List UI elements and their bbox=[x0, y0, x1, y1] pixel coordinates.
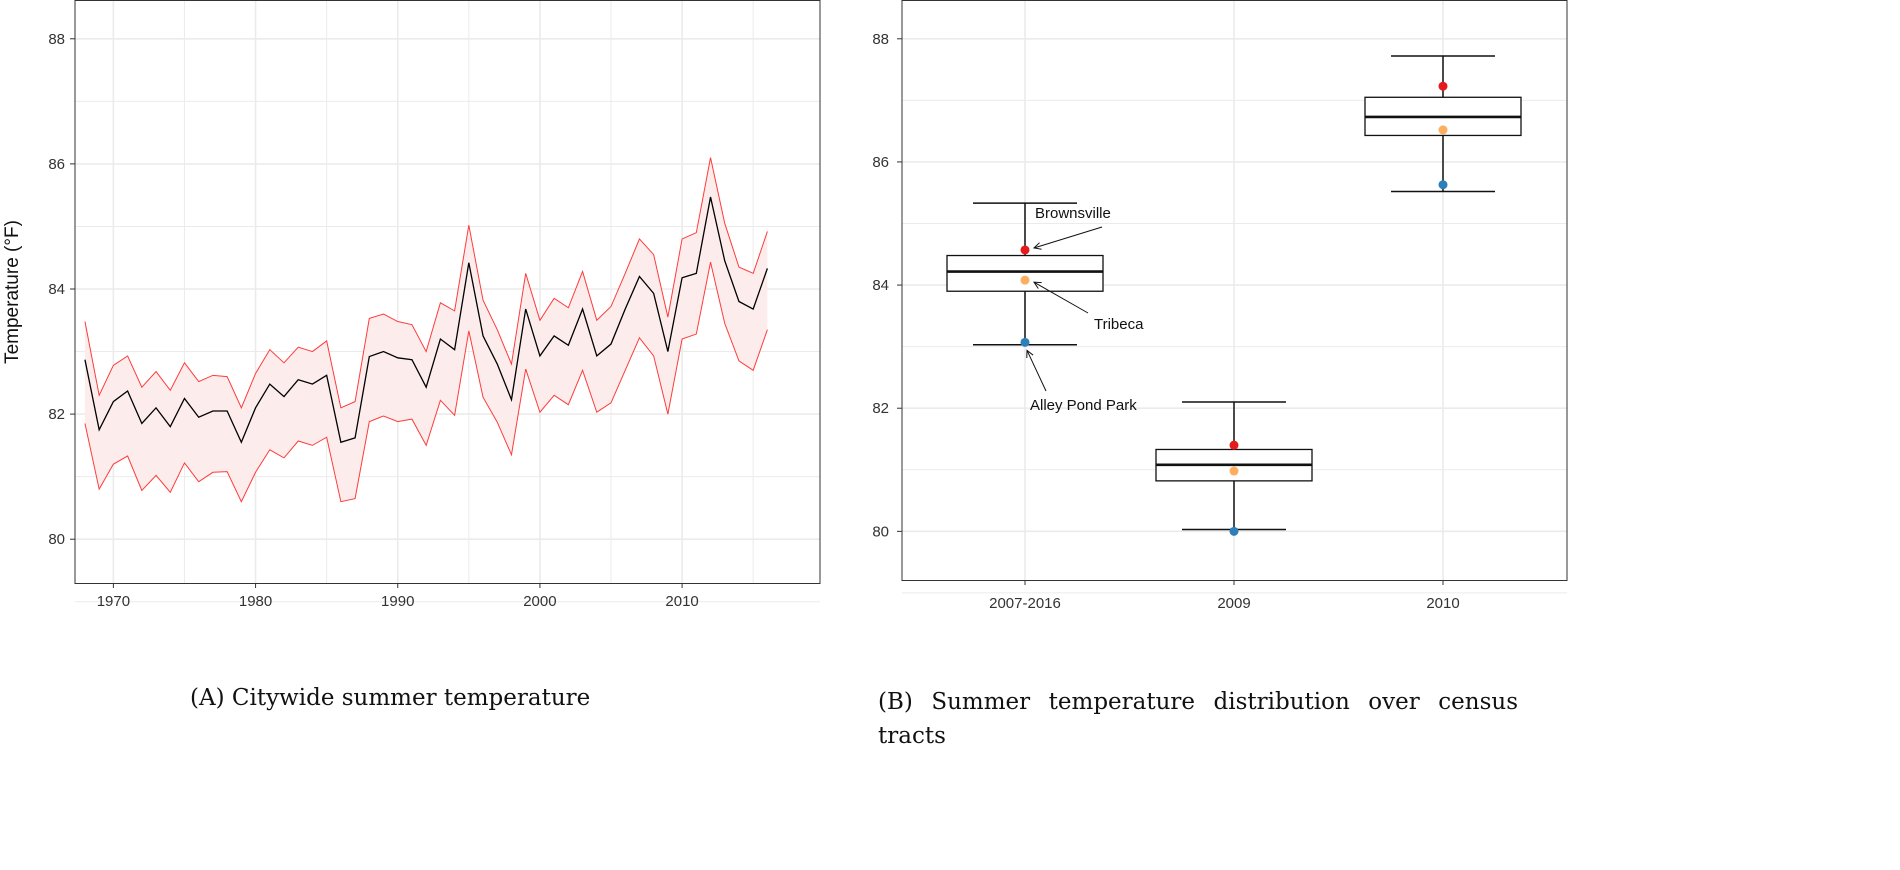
x-tick-label: 1980 bbox=[239, 593, 272, 610]
lower-bound-line bbox=[84, 261, 768, 503]
y-tick-label: 86 bbox=[48, 156, 65, 173]
x-tick-label: 2009 bbox=[1217, 595, 1250, 612]
mean-temperature-line bbox=[84, 196, 769, 444]
y-tick-label: 88 bbox=[872, 31, 889, 48]
point-brownsville bbox=[1020, 245, 1030, 255]
x-tick-label: 2010 bbox=[665, 593, 698, 610]
y-tick-label: 86 bbox=[872, 154, 889, 171]
annotation-arrow bbox=[1027, 350, 1047, 392]
point-tribeca bbox=[1438, 125, 1448, 135]
panel-b-temperature-distribution: Brownsville Tribeca Alley Pond Park 80 82 84 8… bbox=[872, 0, 1568, 612]
x-tick-label: 2007-2016 bbox=[989, 595, 1061, 612]
boxplot-2010 bbox=[1364, 55, 1522, 193]
x-tick-label: 1970 bbox=[97, 593, 130, 610]
point-alley-pond-park bbox=[1438, 180, 1448, 190]
point-alley-pond-park bbox=[1020, 337, 1030, 347]
point-brownsville bbox=[1438, 81, 1448, 91]
y-tick-label: 84 bbox=[48, 281, 65, 298]
annotation-label: Brownsville bbox=[1035, 205, 1111, 222]
y-tick-label: 80 bbox=[872, 523, 889, 540]
x-tick-label: 2000 bbox=[523, 593, 556, 610]
x-tick-label: 2010 bbox=[1426, 595, 1459, 612]
y-tick-label: 82 bbox=[872, 400, 889, 417]
point-brownsville bbox=[1229, 440, 1239, 450]
x-tick-label: 1990 bbox=[381, 593, 414, 610]
annotation-arrow bbox=[1034, 226, 1103, 248]
box-iqr bbox=[946, 254, 1104, 292]
boxplot-2007-2016 bbox=[946, 202, 1104, 346]
point-tribeca bbox=[1020, 275, 1030, 285]
y-tick-label: 80 bbox=[48, 531, 65, 548]
y-tick-label: 84 bbox=[872, 277, 889, 294]
upper-bound-line bbox=[84, 157, 768, 410]
confidence-band bbox=[84, 157, 768, 502]
panel-a-citywide-temperature: 80 82 84 86 88 1970 1980 1990 2000 2010 bbox=[48, 0, 821, 610]
boxplot-2009 bbox=[1155, 401, 1313, 531]
annotation-label: Tribeca bbox=[1094, 316, 1144, 333]
y-tick-label: 88 bbox=[48, 31, 65, 48]
point-alley-pond-park bbox=[1229, 526, 1239, 536]
y-axis-label: Temperature (°F) bbox=[2, 220, 23, 364]
point-tribeca bbox=[1229, 466, 1239, 476]
panel-border bbox=[74, 0, 821, 584]
annotation-label: Alley Pond Park bbox=[1030, 397, 1137, 414]
annotation-arrow bbox=[1034, 282, 1089, 314]
y-tick-label: 82 bbox=[48, 406, 65, 423]
caption-b: (B) Summer temperature distribution over… bbox=[878, 689, 1518, 749]
figure: 80 82 84 86 88 1970 1980 1990 2000 2010 Brownsvil… bbox=[2, 0, 1568, 612]
caption-a: (A) Citywide summer temperature bbox=[190, 685, 591, 711]
